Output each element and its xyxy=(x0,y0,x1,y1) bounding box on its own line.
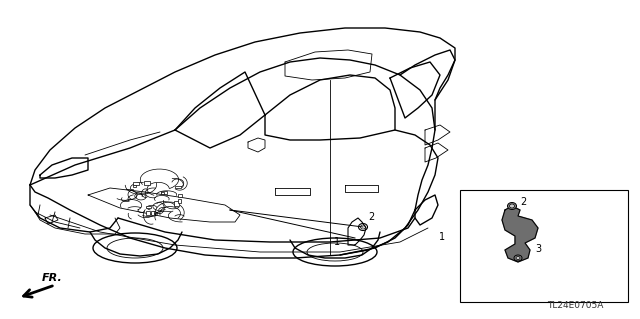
Bar xyxy=(161,191,167,195)
Bar xyxy=(145,181,150,185)
Ellipse shape xyxy=(509,204,515,208)
Text: FR.: FR. xyxy=(42,273,63,283)
Bar xyxy=(146,211,150,215)
Text: 1: 1 xyxy=(334,237,340,247)
Ellipse shape xyxy=(516,256,520,259)
Text: 2: 2 xyxy=(368,212,374,222)
Text: 3: 3 xyxy=(535,244,541,254)
Bar xyxy=(460,190,628,302)
Text: 1: 1 xyxy=(439,232,445,242)
Ellipse shape xyxy=(514,255,522,261)
Text: TL24E0705A: TL24E0705A xyxy=(547,301,603,310)
Bar xyxy=(133,182,139,185)
Ellipse shape xyxy=(508,203,516,210)
Bar xyxy=(179,194,182,197)
Bar xyxy=(146,206,151,208)
Bar xyxy=(132,185,136,187)
Text: 2: 2 xyxy=(520,197,526,207)
Bar xyxy=(151,211,154,215)
Bar xyxy=(174,201,179,206)
Bar xyxy=(161,191,164,194)
Bar xyxy=(178,198,181,203)
Polygon shape xyxy=(502,206,538,262)
Bar xyxy=(175,186,180,188)
